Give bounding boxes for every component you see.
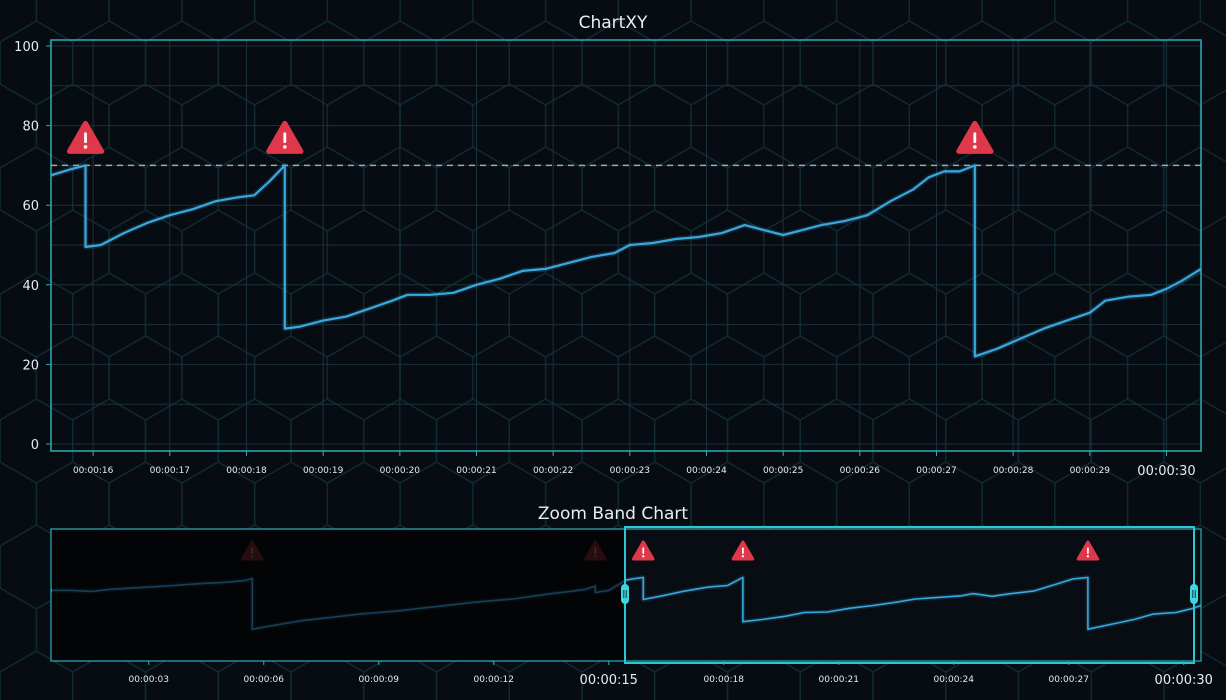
chart-title: ChartXY [579, 13, 648, 33]
x-tick-label: 00:00:16 [73, 466, 114, 476]
y-tick-label: 20 [22, 358, 39, 373]
alert-bar [742, 547, 744, 554]
alert-bar [642, 547, 645, 554]
zoom-handle-left [621, 584, 629, 604]
alert-bar [973, 132, 977, 143]
series-line [50, 164, 1202, 358]
alert-bar [283, 132, 287, 143]
plot-frame [50, 39, 1202, 452]
alert-icon [731, 540, 755, 561]
x-tick-label: 00:00:22 [533, 466, 573, 476]
y-axis: 0 20 40 60 80 100 [14, 40, 51, 453]
zoom-handle-right [1190, 584, 1198, 604]
zoom-band-selection[interactable] [621, 526, 1198, 664]
zoom-x-tick-label: 00:00:09 [359, 675, 400, 685]
alert-dot [973, 145, 977, 149]
zoom-x-tick-label: 00:00:06 [244, 675, 285, 685]
series-glow [50, 162, 1203, 359]
alert-icon [1076, 540, 1100, 561]
x-tick-label: 00:00:24 [686, 466, 727, 476]
zoom-x-tick-label: 00:00:15 [580, 673, 638, 688]
x-axis: 00:00:16 00:00:17 00:00:18 00:00:19 00:00:20… [73, 451, 1196, 479]
x-tick-label: 00:00:23 [610, 466, 650, 476]
y-tick-label: 40 [22, 279, 39, 294]
zoom-x-tick-label: 00:00:18 [704, 675, 745, 685]
zoom-x-axis: 00:00:03 00:00:06 00:00:09 00:00:12 00:00:15… [129, 661, 1213, 688]
alert-dot [283, 145, 287, 149]
x-tick-label: 00:00:21 [456, 466, 496, 476]
hex-cell [0, 650, 74, 700]
alert-dot [83, 145, 88, 149]
zoom-x-tick-label: 00:00:21 [819, 675, 859, 685]
zoom-band-chart[interactable]: Zoom Band Chart 00:00:03 00:00:06 00:00:09… [0, 495, 1226, 700]
zoom-x-tick-label: 00:00:27 [1049, 675, 1089, 685]
x-tick-label: 00:00:25 [763, 466, 803, 476]
zoom-unselected-shade [52, 530, 626, 660]
x-tick-label: 00:00:28 [993, 466, 1034, 476]
x-tick-label: 00:00:27 [916, 466, 956, 476]
alert-icon [631, 540, 655, 561]
zoom-x-tick-label: 00:00:24 [934, 675, 975, 685]
alert-dot [642, 555, 645, 558]
x-tick-label: 00:00:18 [226, 466, 267, 476]
alert-icon [956, 120, 994, 154]
y-tick-label: 60 [22, 199, 39, 214]
x-tick-label: 00:00:30 [1137, 464, 1195, 479]
alert-icon [266, 120, 304, 154]
zoom-shade-rect [52, 530, 626, 660]
zoom-x-tick-label: 00:00:03 [129, 675, 169, 685]
x-tick-label: 00:00:17 [150, 466, 190, 476]
main-series-group [50, 162, 1203, 359]
alert-markers [66, 120, 994, 154]
alert-bar [1087, 547, 1089, 554]
x-tick-label: 00:00:20 [380, 466, 421, 476]
zoom-x-tick-label: 00:00:12 [474, 675, 514, 685]
y-tick-label: 0 [31, 438, 39, 453]
alert-dot [1086, 555, 1090, 558]
x-tick-label: 00:00:29 [1070, 466, 1111, 476]
zoom-chart-title: Zoom Band Chart [538, 504, 689, 524]
alert-icon [66, 120, 105, 154]
alert-bar [84, 132, 87, 143]
x-tick-label: 00:00:19 [303, 466, 344, 476]
zoom-x-tick-label: 00:00:30 [1155, 673, 1213, 688]
x-tick-label: 00:00:26 [840, 466, 881, 476]
alert-dot [741, 555, 745, 558]
y-tick-label: 80 [22, 120, 39, 135]
y-tick-label: 100 [14, 40, 39, 55]
